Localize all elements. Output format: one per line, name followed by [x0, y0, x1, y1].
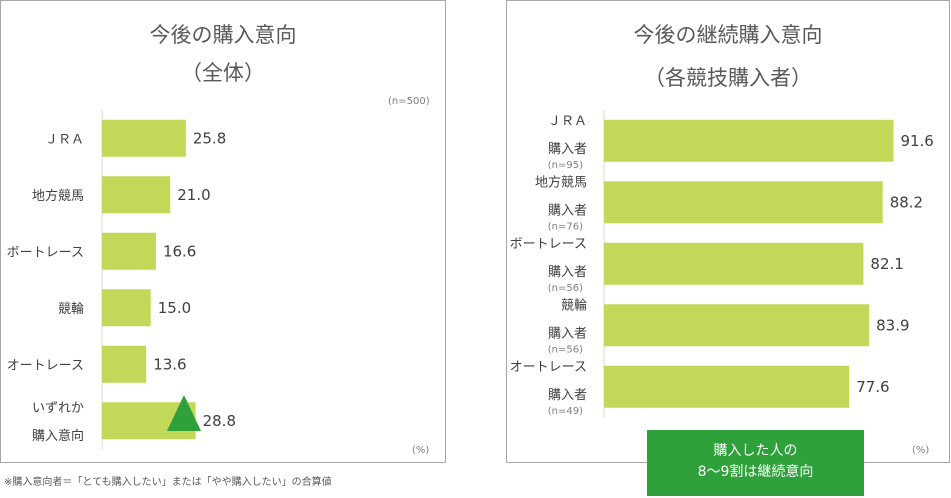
- callout: 購入した人の 8～9割は継続意向: [647, 430, 864, 496]
- data-label: 16.6: [163, 242, 196, 260]
- data-label: 91.6: [900, 132, 933, 150]
- category-label: 地方競馬: [32, 188, 84, 204]
- callout-line-1: 購入した人の: [713, 443, 798, 459]
- sample-size-label: (n=76): [548, 221, 583, 232]
- sample-size-label: (n=56): [548, 283, 583, 294]
- data-label: 77.6: [856, 378, 889, 396]
- sample-size-label: (n=56): [548, 344, 583, 355]
- category-label: 競輪: [58, 301, 84, 317]
- bar: [102, 119, 186, 157]
- data-label: 21.0: [177, 186, 210, 204]
- sample-size-label: (n=49): [548, 406, 583, 417]
- bar: [604, 119, 894, 162]
- category-label: いずれか: [32, 401, 84, 416]
- category-label: 購入者: [548, 326, 587, 341]
- footnote: ※購入意向者＝「とても購入したい」または「やや購入したい」の合算値: [4, 477, 332, 488]
- data-label: 82.1: [870, 255, 903, 273]
- bar: [102, 289, 151, 327]
- data-label: 25.8: [193, 129, 226, 147]
- category-label: ボートレース: [510, 237, 587, 252]
- category-label: ＪＲＡ: [548, 114, 587, 129]
- category-label: ＪＲＡ: [45, 132, 84, 147]
- bar: [102, 345, 147, 383]
- category-label: 競輪: [561, 297, 587, 313]
- unit-note: (%): [412, 445, 430, 456]
- callout-arrow: [167, 395, 201, 431]
- data-label: 15.0: [158, 299, 191, 317]
- bar: [102, 232, 156, 270]
- chart-title: 今後の購入意向: [149, 23, 297, 47]
- category-label: ボートレース: [7, 245, 84, 260]
- bar: [604, 181, 883, 224]
- callout-line-2: 8～9割は継続意向: [697, 464, 814, 480]
- chart-panel-overall: 今後の購入意向 （全体） (n=500) (%) 25.8 ＪＲＡ 21.0 地方競馬…: [0, 0, 446, 463]
- data-label: 13.6: [153, 355, 186, 373]
- category-label: 購入者: [548, 388, 587, 403]
- bar-chart-continuation: 91.6ＪＲＡ購入者(n=95)88.2地方競馬購入者(n=76)82.1ボート…: [510, 110, 934, 418]
- category-label: 購入者: [548, 203, 587, 218]
- unit-note: (%): [912, 445, 930, 456]
- chart-subtitle: （全体）: [181, 61, 265, 85]
- bar-chart-overall: 25.8 ＪＲＡ 21.0 地方競馬 16.6 ボートレース 15.0 競輪 13.6 オートレー…: [7, 110, 236, 449]
- category-label: オートレース: [7, 358, 84, 373]
- category-label: 購入者: [548, 265, 587, 280]
- category-label: 購入者: [548, 142, 587, 157]
- bar: [604, 365, 850, 408]
- sample-size-note: (n=500): [388, 96, 430, 107]
- chart-subtitle: （各競技購入者）: [644, 66, 812, 90]
- chart-title: 今後の継続購入意向: [633, 23, 823, 47]
- bar: [604, 242, 864, 285]
- data-label: 83.9: [876, 316, 909, 334]
- sample-size-label: (n=95): [548, 160, 583, 171]
- data-label: 28.8: [203, 412, 236, 430]
- callout-box: 購入した人の 8～9割は継続意向: [647, 430, 864, 496]
- data-label: 88.2: [890, 193, 923, 211]
- bar: [102, 176, 171, 214]
- category-label: 購入意向: [32, 428, 84, 444]
- category-label: オートレース: [510, 360, 587, 375]
- chart-panel-continuation: 今後の継続購入意向 （各競技購入者） (%) 91.6 ＪＲＡ 購入者 (n=95) 8…: [506, 0, 950, 463]
- category-label: 地方競馬: [535, 174, 587, 190]
- bar: [604, 304, 870, 347]
